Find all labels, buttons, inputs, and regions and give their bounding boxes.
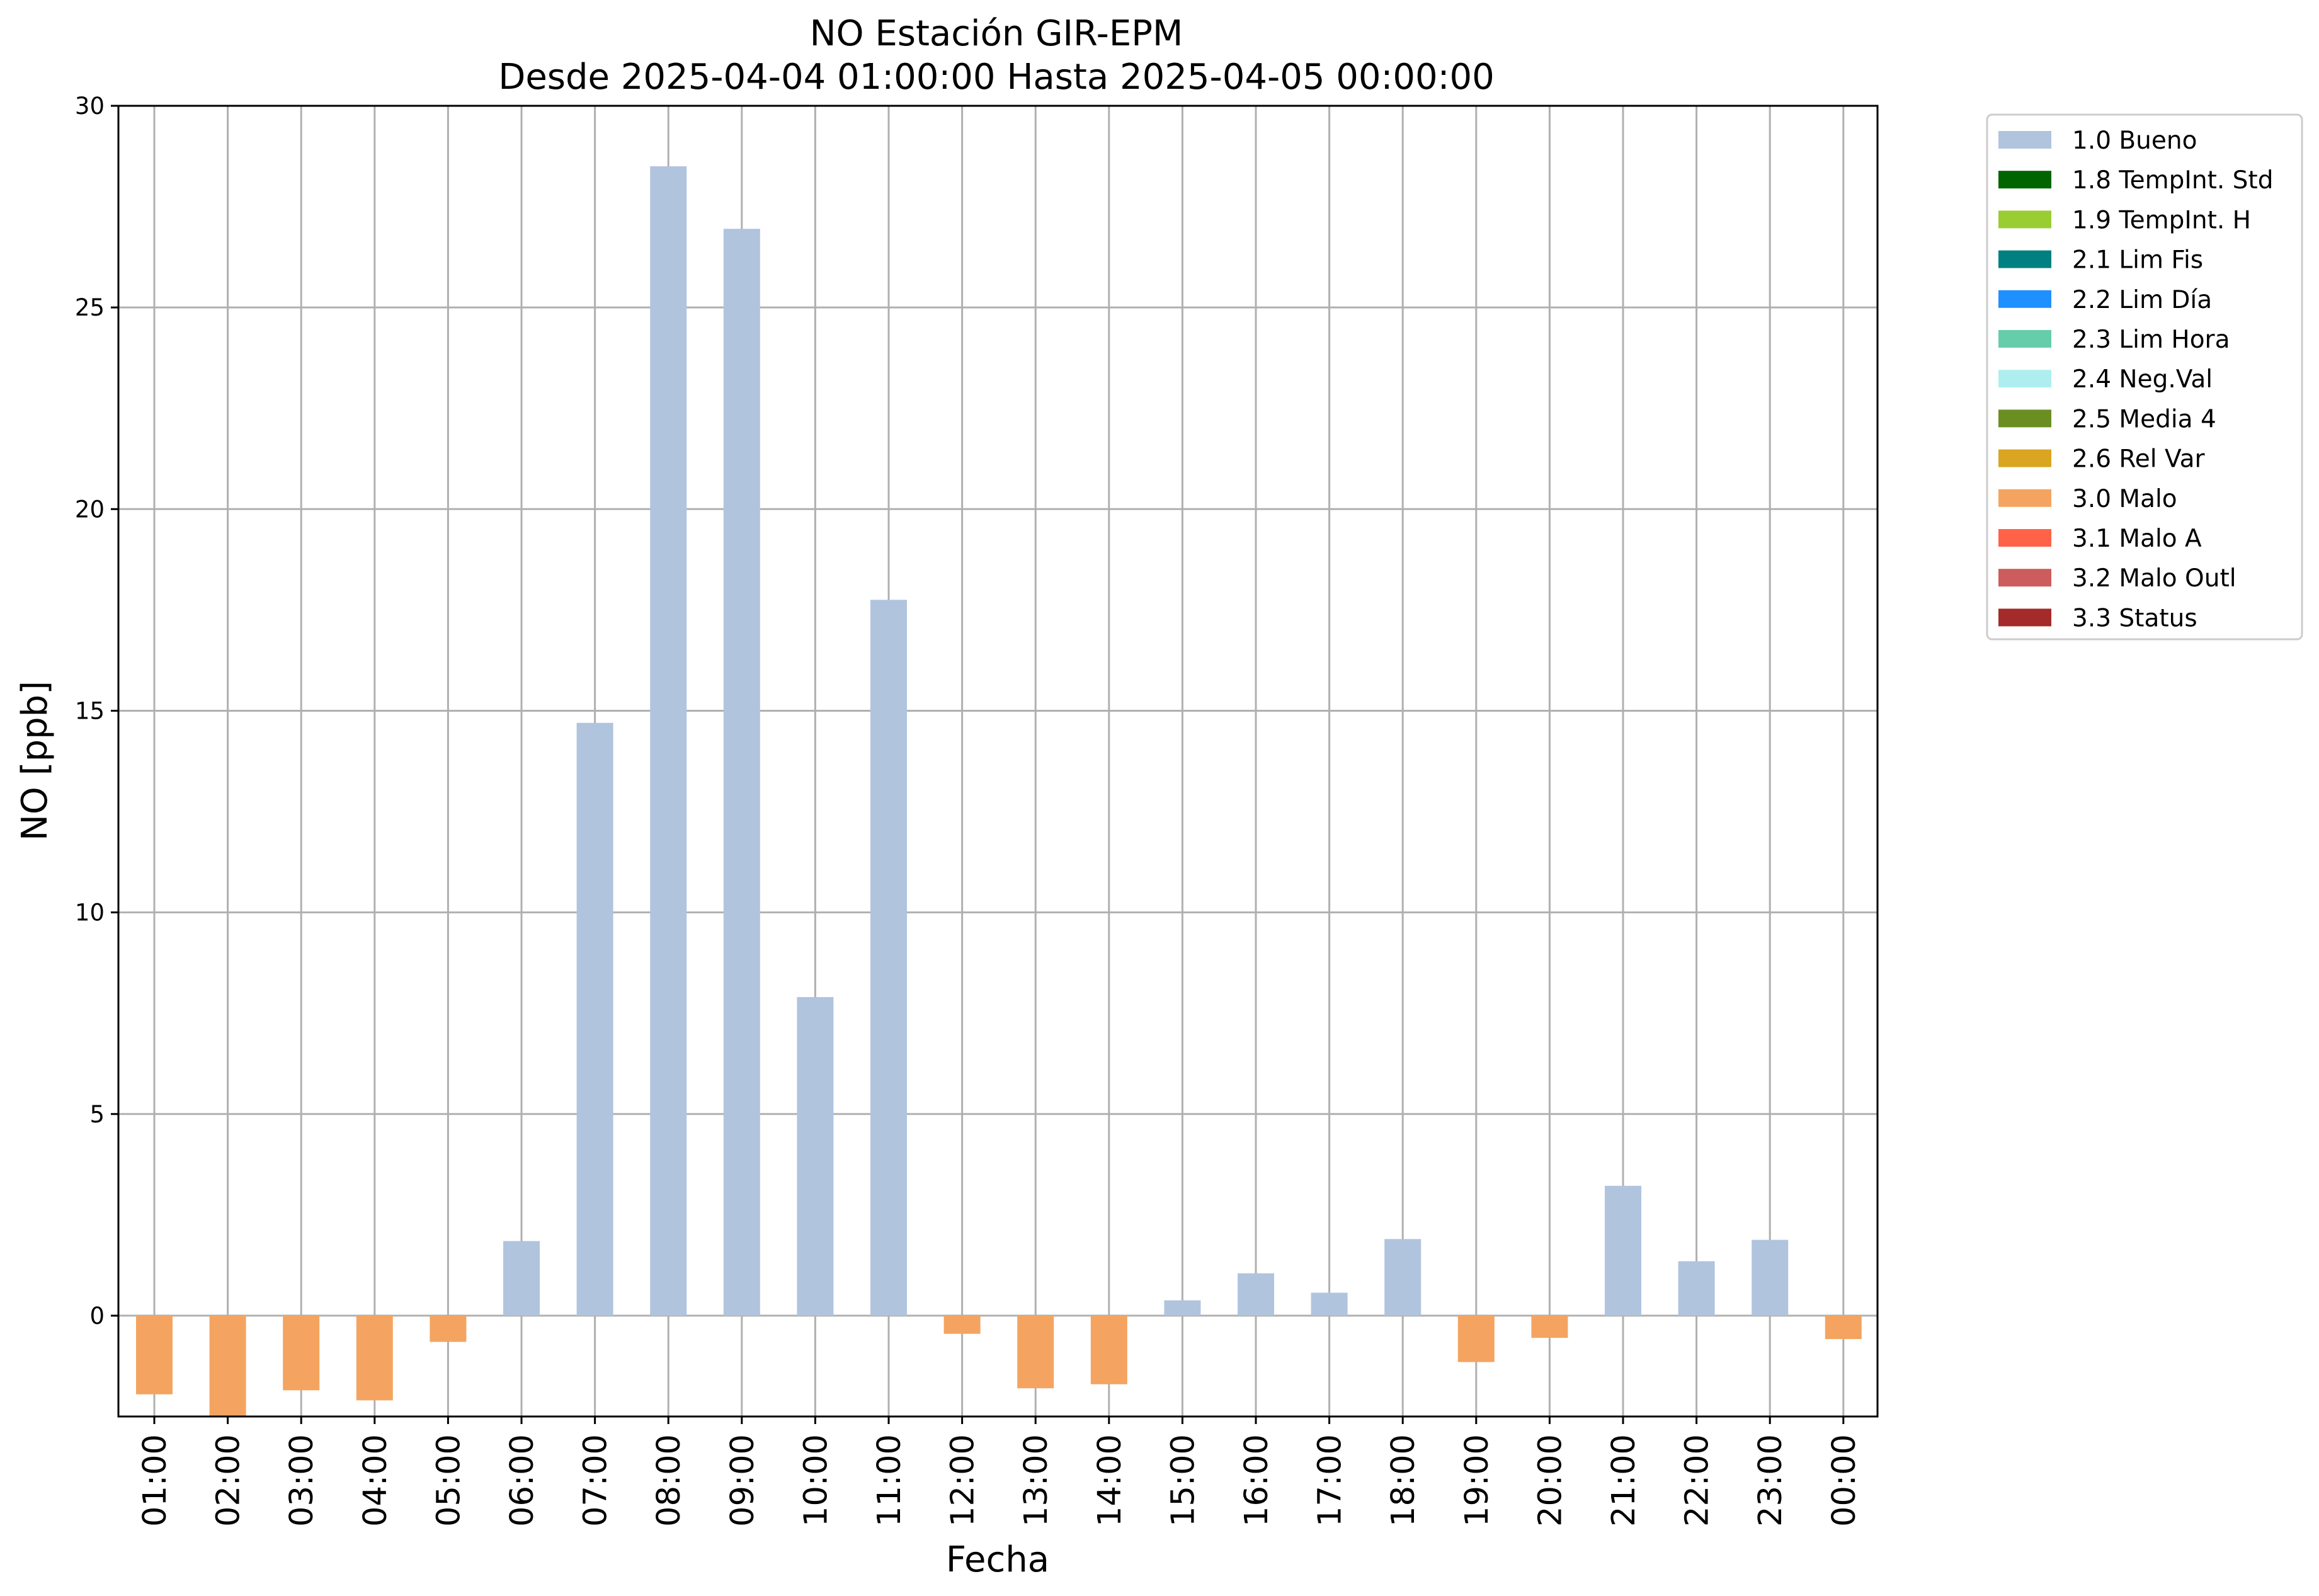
x-tick-label: 17:00	[1312, 1434, 1349, 1527]
legend-label: 2.4 Neg.Val	[2072, 365, 2213, 394]
y-tick-label: 30	[75, 93, 105, 120]
legend-label: 2.3 Lim Hora	[2072, 326, 2230, 354]
legend-label: 2.5 Media 4	[2072, 405, 2216, 433]
legend-label: 2.6 Rel Var	[2072, 445, 2206, 474]
bar	[723, 229, 760, 1316]
legend-swatch	[1998, 250, 2051, 268]
x-tick-label: 22:00	[1679, 1434, 1716, 1527]
bar	[283, 1315, 320, 1391]
x-tick-label: 20:00	[1532, 1434, 1569, 1527]
legend-swatch	[1998, 569, 2051, 587]
bar	[870, 600, 907, 1316]
x-tick-label: 08:00	[651, 1434, 688, 1527]
x-tick-label: 19:00	[1459, 1434, 1496, 1527]
bar	[1311, 1292, 1348, 1316]
y-tick-label: 25	[75, 294, 105, 321]
bar	[209, 1315, 246, 1416]
legend-swatch	[1998, 529, 2051, 547]
bar	[1384, 1239, 1422, 1316]
bars	[136, 166, 1862, 1416]
legend-label: 2.2 Lim Día	[2072, 286, 2212, 314]
legend-label: 3.3 Status	[2072, 604, 2197, 632]
x-tick-label: 03:00	[283, 1434, 321, 1527]
bar	[1531, 1315, 1568, 1338]
y-tick-label: 0	[89, 1302, 105, 1330]
x-tick-label: 05:00	[430, 1434, 467, 1527]
bar	[1752, 1240, 1789, 1316]
legend-swatch	[1998, 171, 2051, 189]
x-tick-label: 09:00	[724, 1434, 761, 1527]
bar	[356, 1315, 393, 1401]
legend-swatch	[1998, 290, 2051, 308]
legend-label: 1.9 TempInt. H	[2072, 206, 2251, 234]
y-tick-label: 15	[75, 697, 105, 724]
legend-swatch	[1998, 409, 2051, 428]
bar	[1017, 1315, 1054, 1389]
plot-frame	[117, 105, 1879, 1418]
y-axis-label: NO [ppb]	[14, 681, 55, 841]
bar	[576, 722, 613, 1316]
legend-swatch	[1998, 210, 2051, 229]
bar	[1164, 1300, 1201, 1316]
chart-title-line1: NO Estación GIR-EPM	[810, 13, 1183, 54]
legend-label: 3.2 Malo Outl	[2072, 564, 2236, 593]
x-tick-label: 02:00	[210, 1434, 248, 1527]
x-tick-label: 11:00	[871, 1434, 908, 1527]
legend-swatch	[1998, 370, 2051, 388]
legend-box	[1986, 113, 2303, 641]
legend-label: 3.1 Malo A	[2072, 525, 2202, 553]
x-tick-label: 13:00	[1018, 1434, 1055, 1527]
x-axis-label: Fecha	[946, 1539, 1049, 1580]
x-tick-label: 18:00	[1385, 1434, 1422, 1527]
x-tick-label: 15:00	[1165, 1434, 1202, 1527]
y-tick-label: 5	[89, 1101, 105, 1128]
bar	[1605, 1185, 1641, 1316]
bar	[797, 997, 834, 1316]
x-tick-label: 00:00	[1826, 1434, 1863, 1527]
bar	[1678, 1261, 1715, 1316]
legend-label: 3.0 Malo	[2072, 485, 2177, 513]
x-tick-label: 07:00	[578, 1434, 615, 1527]
y-tick-label: 10	[75, 899, 105, 926]
x-tick-label: 23:00	[1752, 1434, 1789, 1527]
x-tick-label: 12:00	[945, 1434, 982, 1527]
bar	[1825, 1315, 1862, 1340]
chart-title-line2: Desde 2025-04-04 01:00:00 Hasta 2025-04-…	[498, 57, 1495, 98]
y-tick-label: 20	[75, 496, 105, 523]
bar	[650, 166, 687, 1316]
bar	[136, 1315, 173, 1394]
x-tick-label: 10:00	[797, 1434, 835, 1527]
x-tick-label: 16:00	[1238, 1434, 1275, 1527]
bar	[943, 1315, 981, 1334]
x-tick-label: 14:00	[1091, 1434, 1129, 1527]
bar	[503, 1241, 540, 1316]
legend-swatch	[1998, 489, 2051, 507]
x-tick-label: 06:00	[504, 1434, 541, 1527]
legend-swatch	[1998, 449, 2051, 467]
legend-swatch	[1998, 608, 2051, 627]
legend-swatch	[1998, 330, 2051, 348]
legend-label: 2.1 Lim Fis	[2072, 246, 2203, 275]
x-tick-label: 21:00	[1605, 1434, 1643, 1527]
bar	[430, 1315, 467, 1342]
bar	[1238, 1273, 1274, 1316]
legend-label: 1.8 TempInt. Std	[2072, 166, 2273, 195]
x-axis-ticks: 01:00 02:00 03:00 04:00 05:00 06:00 07:00 08:00…	[137, 1416, 1863, 1527]
x-tick-label: 01:00	[137, 1434, 174, 1527]
legend: 1.0 Bueno 1.8 TempInt. Std 1.9 TempInt. H 2…	[1986, 113, 2303, 641]
y-axis-ticks: 0 5 10 15 20 25 30	[75, 93, 118, 1330]
legend-label: 1.0 Bueno	[2072, 127, 2197, 155]
legend-swatch	[1998, 131, 2051, 149]
bar	[1090, 1315, 1127, 1384]
x-tick-label: 04:00	[357, 1434, 394, 1527]
bar	[1457, 1315, 1495, 1362]
